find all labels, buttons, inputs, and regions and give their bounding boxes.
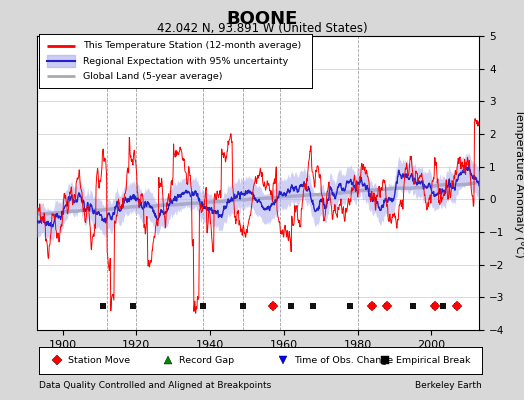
Text: Record Gap: Record Gap (179, 356, 234, 365)
Text: Berkeley Earth: Berkeley Earth (416, 381, 482, 390)
Y-axis label: Temperature Anomaly (°C): Temperature Anomaly (°C) (514, 109, 524, 257)
Text: This Temperature Station (12-month average): This Temperature Station (12-month avera… (83, 41, 301, 50)
Text: Station Move: Station Move (68, 356, 130, 365)
Text: 42.042 N, 93.891 W (United States): 42.042 N, 93.891 W (United States) (157, 22, 367, 35)
Text: Regional Expectation with 95% uncertainty: Regional Expectation with 95% uncertaint… (83, 56, 288, 66)
Text: BOONE: BOONE (226, 10, 298, 28)
Text: Empirical Break: Empirical Break (396, 356, 470, 365)
Text: Global Land (5-year average): Global Land (5-year average) (83, 72, 222, 81)
Text: Time of Obs. Change: Time of Obs. Change (294, 356, 393, 365)
Text: Data Quality Controlled and Aligned at Breakpoints: Data Quality Controlled and Aligned at B… (39, 381, 271, 390)
